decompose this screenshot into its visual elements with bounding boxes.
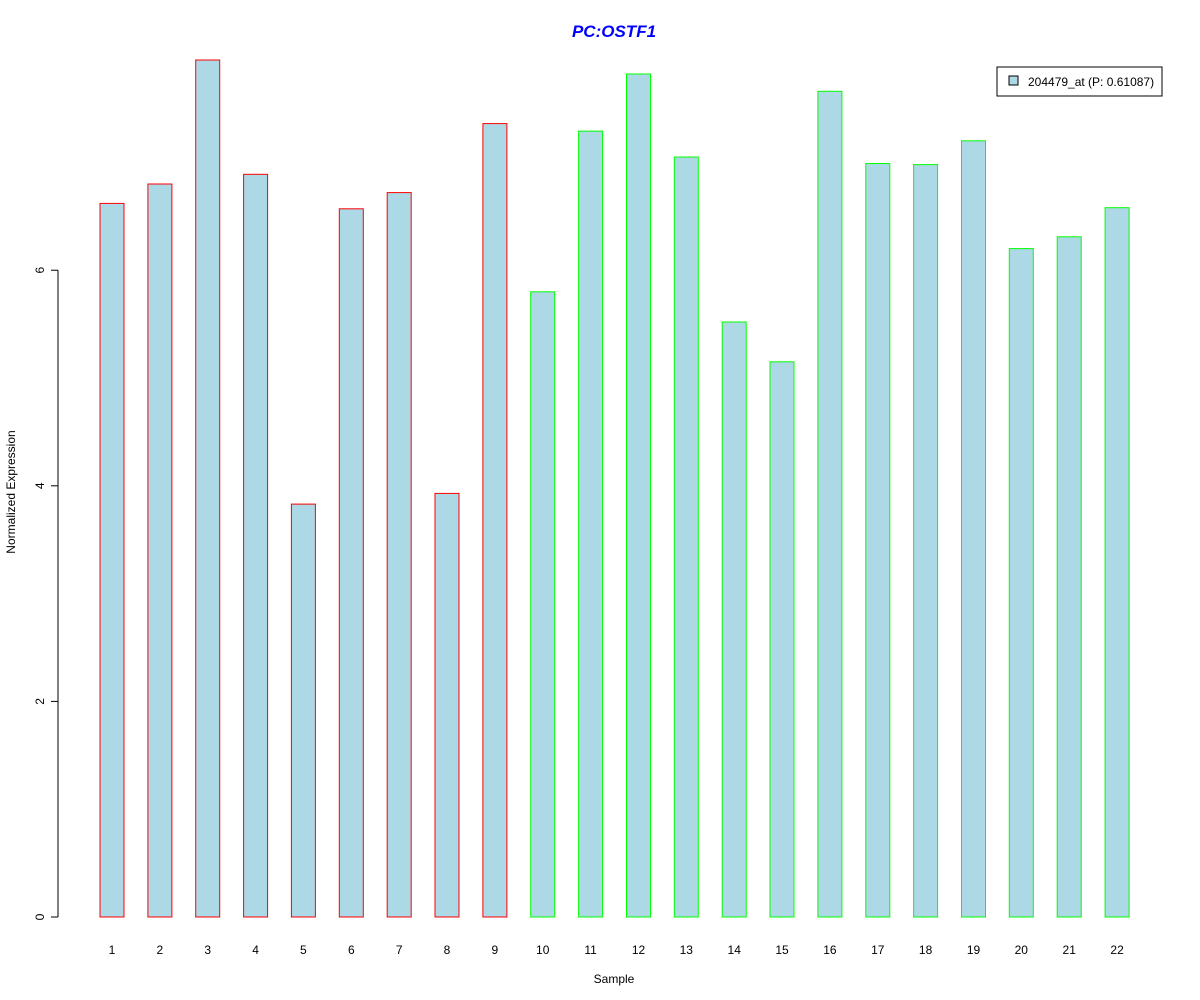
x-tick-label: 7 [396,943,403,957]
y-axis-label: Normalized Expression [4,430,18,553]
bar-sample-7 [386,192,412,918]
x-tick-label: 13 [680,943,694,957]
bar-sample-17 [865,163,891,918]
x-tick-label: 21 [1063,943,1077,957]
bar-sample-10 [530,291,556,918]
y-axis: 0 2 4 6 [33,267,59,920]
y-tick-label: 0 [33,913,47,920]
bar-sample-6 [338,208,364,918]
x-tick-label: 6 [348,943,355,957]
x-tick-label: 15 [775,943,789,957]
bar-sample-18 [913,164,939,918]
x-tick-label: 1 [109,943,116,957]
x-tick-label: 16 [823,943,837,957]
x-tick-labels: 1 2 3 4 5 6 7 8 9 10 11 12 13 14 15 16 17 18 19 20 21 22 [109,943,1124,957]
x-tick-label: 5 [300,943,307,957]
legend-swatch [1008,75,1019,86]
bar-sample-16 [817,90,843,918]
legend: 204479_at (P: 0.61087) [996,66,1163,97]
y-tick-label: 2 [33,698,47,705]
bar-sample-12 [626,73,651,918]
bar-sample-11 [578,130,604,918]
chart-title: PC:OSTF1 [572,22,656,41]
x-tick-label: 12 [632,943,646,957]
x-tick-label: 17 [871,943,885,957]
x-tick-label: 20 [1015,943,1029,957]
x-tick-label: 9 [492,943,499,957]
legend-box [996,66,1163,97]
x-tick-label: 10 [536,943,550,957]
x-tick-label: 19 [967,943,981,957]
bar-sample-22 [1104,207,1130,918]
x-tick-label: 4 [252,943,259,957]
x-axis-label: Sample [594,972,635,986]
legend-label: 204479_at (P: 0.61087) [1028,75,1154,89]
x-tick-label: 3 [204,943,211,957]
x-tick-label: 22 [1110,943,1124,957]
bar-sample-4 [243,173,269,918]
bar-sample-8 [434,492,460,918]
bar-sample-1 [99,202,125,918]
bar-sample-19 [961,140,986,918]
bar-sample-3 [195,59,221,918]
bar-sample-15 [769,361,795,918]
x-tick-label: 8 [444,943,451,957]
bar-sample-21 [1056,236,1082,918]
bar-sample-9 [482,123,508,918]
x-tick-label: 14 [728,943,742,957]
bar-sample-5 [290,503,316,918]
bar-sample-14 [721,321,747,918]
bar-sample-13 [673,156,699,918]
x-tick-label: 11 [584,943,597,957]
x-tick-label: 2 [157,943,164,957]
bar-sample-2 [147,183,173,918]
bar-sample-20 [1008,248,1034,918]
bars [99,59,1130,918]
y-tick-label: 4 [33,482,47,489]
x-tick-label: 18 [919,943,933,957]
y-tick-label: 6 [33,267,47,274]
